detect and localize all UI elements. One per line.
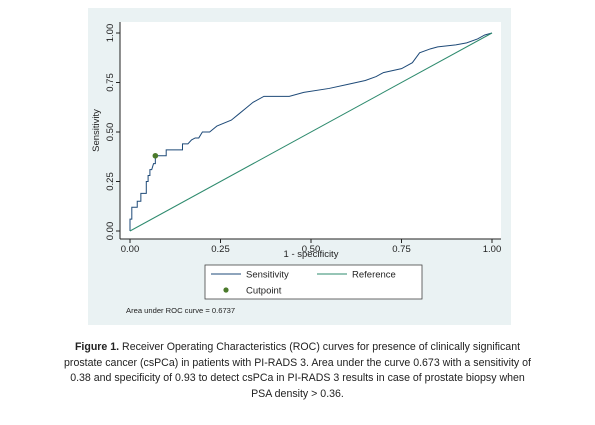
roc-chart: 0.00 0.25 0.50 0.75 1.00 0.00 0.25 0.50 0.75 1.00… (91, 22, 502, 315)
x-tick-label: 0.50 (302, 244, 321, 255)
plot-background (120, 22, 501, 239)
y-tick-label: 0.50 (105, 123, 116, 142)
caption-text: Receiver Operating Characteristics (ROC)… (64, 341, 531, 400)
x-tick-label: 0.00 (121, 244, 140, 255)
figure-panel: 0.00 0.25 0.50 0.75 1.00 0.00 0.25 0.50 0.75 1.00… (88, 8, 511, 325)
x-tick-label: 0.75 (392, 244, 411, 255)
y-tick-label: 0.75 (105, 73, 116, 92)
y-tick-label: 0.25 (105, 172, 116, 191)
caption-label: Figure 1. (74, 341, 120, 353)
legend-box (204, 264, 423, 300)
legend-cutpoint-key (223, 287, 229, 293)
auc-annotation: Area under ROC curve = 0.6737 (126, 306, 235, 315)
legend-reference-label: Reference (352, 270, 396, 281)
x-tick-label: 1.00 (483, 244, 502, 255)
legend-cutpoint-label: Cutpoint (246, 286, 282, 297)
x-axis-label: 1 - specificity (284, 249, 339, 260)
y-axis-label: Sensitivity (91, 109, 102, 152)
legend-sensitivity-label: Sensitivity (246, 270, 289, 281)
cutpoint-point (152, 152, 159, 159)
y-tick-label: 1.00 (105, 24, 116, 43)
sensitivity-line (129, 32, 493, 231)
y-tick-label: 0.00 (105, 222, 116, 241)
reference-line (129, 32, 493, 232)
x-tick-label: 0.25 (211, 244, 230, 255)
figure-caption: Figure 1. Receiver Operating Characteris… (60, 340, 535, 402)
